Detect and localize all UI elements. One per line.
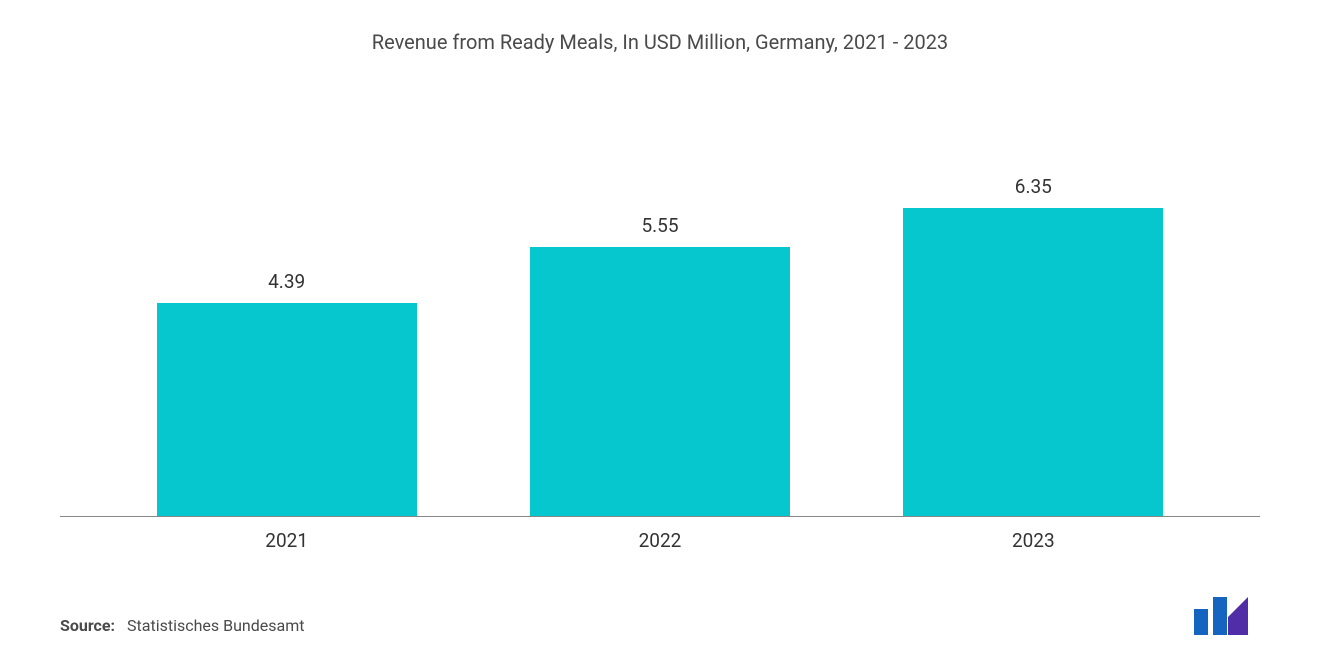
source-text: Statistisches Bundesamt — [127, 616, 304, 635]
plot-area: 4.39 5.55 6.35 — [60, 64, 1260, 517]
logo-bar-1 — [1194, 609, 1208, 635]
logo-accent — [1228, 597, 1248, 635]
chart-footer: Source: Statistisches Bundesamt — [60, 597, 1260, 645]
x-label-1: 2022 — [520, 529, 800, 552]
x-label-0: 2021 — [147, 529, 427, 552]
bar-group-2: 6.35 — [893, 175, 1173, 516]
bar-value-0: 4.39 — [268, 270, 305, 293]
bar-2 — [903, 208, 1163, 516]
x-axis-labels: 2021 2022 2023 — [60, 517, 1260, 552]
bar-value-1: 5.55 — [641, 214, 678, 237]
bar-value-2: 6.35 — [1015, 175, 1052, 198]
bar-group-0: 4.39 — [147, 270, 427, 516]
brand-logo-icon — [1190, 597, 1250, 635]
bar-0 — [157, 303, 417, 516]
bar-1 — [530, 247, 790, 516]
chart-container: Revenue from Ready Meals, In USD Million… — [0, 0, 1320, 665]
bar-group-1: 5.55 — [520, 214, 800, 516]
x-label-2: 2023 — [893, 529, 1173, 552]
chart-title: Revenue from Ready Meals, In USD Million… — [60, 30, 1260, 54]
source-citation: Source: Statistisches Bundesamt — [60, 616, 304, 635]
source-label: Source: — [60, 616, 115, 635]
logo-bar-2 — [1213, 597, 1227, 635]
